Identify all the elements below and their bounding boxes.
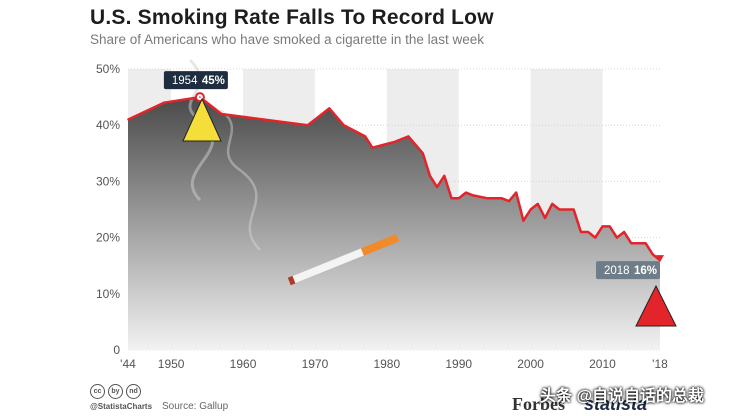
data-point xyxy=(393,141,395,143)
data-point xyxy=(501,197,503,200)
annotation-box xyxy=(163,71,228,90)
data-point xyxy=(637,242,640,245)
data-point xyxy=(371,146,374,149)
data-point xyxy=(544,217,546,219)
y-tick-label: 10% xyxy=(96,287,120,301)
yellow-triangle-marker xyxy=(182,97,222,142)
data-point xyxy=(580,231,582,233)
data-point xyxy=(436,186,438,188)
y-tick-label: 40% xyxy=(96,118,120,132)
data-point xyxy=(644,242,647,245)
data-point xyxy=(616,236,618,239)
x-tick-label: '18 xyxy=(652,357,668,371)
data-point xyxy=(421,152,424,155)
watermark: 头条 @自说自话的总裁 xyxy=(540,388,705,405)
data-point xyxy=(529,208,532,211)
data-point xyxy=(587,231,589,233)
data-point xyxy=(306,124,309,126)
x-tick-label: 1960 xyxy=(230,357,257,371)
x-tick-label: 2000 xyxy=(517,357,544,371)
data-point xyxy=(220,113,223,115)
series-line xyxy=(127,95,661,262)
statista-handle: @StatistaCharts xyxy=(90,402,153,411)
data-point xyxy=(364,135,367,138)
annotation-arrow xyxy=(656,255,664,263)
by-icon: by xyxy=(108,384,123,399)
y-tick-label: 50% xyxy=(96,62,120,76)
annotation-year: 2018 xyxy=(604,265,630,277)
annotation-value: 16% xyxy=(634,265,657,277)
red-triangle-marker xyxy=(635,284,677,327)
x-tick-label: 1990 xyxy=(445,357,472,371)
forbes-logo: Forbes xyxy=(512,394,565,414)
data-point xyxy=(199,96,201,98)
data-point xyxy=(594,236,597,239)
area-fill xyxy=(128,97,660,350)
annotation-value: 45% xyxy=(202,75,225,87)
data-point xyxy=(407,135,410,138)
annotation-box xyxy=(596,261,660,280)
data-point xyxy=(429,174,431,177)
data-point xyxy=(515,191,518,194)
x-tick-label: 2010 xyxy=(589,357,616,371)
data-point xyxy=(608,225,611,228)
y-axis-ticks: 0 10% 20% 30% 40% 50% xyxy=(96,62,120,357)
data-point xyxy=(342,124,345,126)
annotations: 1954 45% 2018 16% xyxy=(163,71,664,280)
data-point xyxy=(450,197,453,200)
cc-icon: cc xyxy=(90,384,105,399)
x-tick-label: 1950 xyxy=(158,357,185,371)
nd-icon: nd xyxy=(126,384,141,399)
data-point xyxy=(601,225,604,228)
data-point xyxy=(652,253,654,256)
chart-subtitle: Share of Americans who have smoked a cig… xyxy=(90,32,484,47)
annotation-1954: 1954 45% xyxy=(163,71,228,103)
data-point xyxy=(551,203,553,205)
data-points xyxy=(127,96,661,261)
data-point xyxy=(443,174,446,177)
data-point xyxy=(163,101,165,104)
data-point xyxy=(457,197,460,200)
data-point xyxy=(565,208,568,211)
data-point xyxy=(630,242,633,245)
y-tick-label: 30% xyxy=(96,174,120,188)
data-point xyxy=(522,219,525,222)
x-tick-label: '44 xyxy=(120,357,136,371)
data-point xyxy=(508,200,510,202)
data-point xyxy=(328,107,331,110)
statista-logo: statista xyxy=(584,394,648,414)
data-point xyxy=(321,113,323,115)
data-point xyxy=(659,259,661,261)
source-text: Source: Gallup xyxy=(162,401,229,412)
data-point xyxy=(572,208,575,211)
x-axis-ticks: '44 1950 1960 1970 1980 1990 2000 2010 '18 xyxy=(120,357,668,371)
license-icons: cc by nd xyxy=(90,384,141,399)
y-tick-label: 0 xyxy=(113,343,120,357)
x-tick-label: 1980 xyxy=(373,357,400,371)
y-tick-label: 20% xyxy=(96,231,120,245)
data-point xyxy=(472,194,474,197)
annotation-2018: 2018 16% xyxy=(596,255,664,280)
data-point xyxy=(558,208,561,211)
data-point xyxy=(127,118,129,121)
annotation-year: 1954 xyxy=(172,75,198,87)
data-point xyxy=(465,191,467,194)
x-tick-label: 1970 xyxy=(302,357,329,371)
data-point xyxy=(486,197,489,200)
chart-title: U.S. Smoking Rate Falls To Record Low xyxy=(90,6,494,29)
data-point xyxy=(536,203,539,205)
data-point xyxy=(623,231,625,233)
